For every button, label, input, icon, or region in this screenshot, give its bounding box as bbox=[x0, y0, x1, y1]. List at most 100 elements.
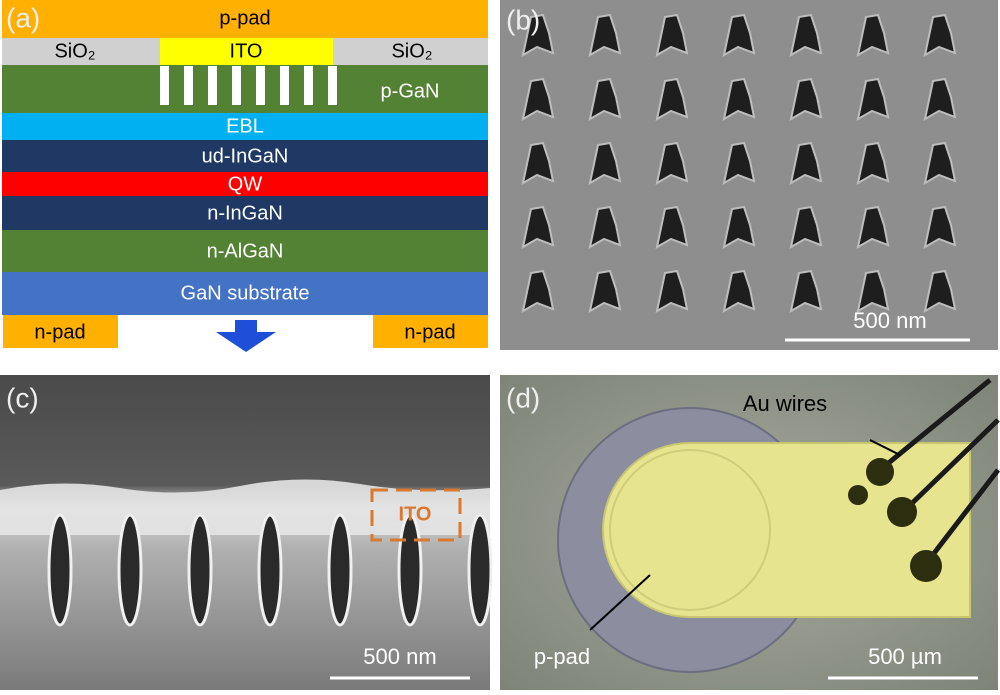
hole bbox=[655, 269, 689, 313]
ito-band bbox=[0, 479, 490, 535]
ud-ingan-layer bbox=[2, 140, 488, 172]
ito-layer bbox=[160, 38, 333, 65]
stripe bbox=[280, 66, 289, 105]
pillar bbox=[257, 513, 283, 627]
pad-circle bbox=[609, 449, 771, 611]
hole bbox=[923, 205, 957, 249]
layer-label: GaN substrate bbox=[181, 282, 310, 304]
hole bbox=[789, 141, 823, 185]
stripe bbox=[328, 66, 337, 105]
layer-label: p-pad bbox=[219, 7, 270, 29]
hole bbox=[588, 269, 622, 313]
layer-label: n-InGaN bbox=[207, 202, 283, 224]
ebl-layer bbox=[2, 113, 488, 140]
pillar bbox=[47, 513, 73, 627]
layer-label: ud-InGaN bbox=[202, 145, 289, 167]
hole bbox=[856, 269, 890, 313]
hole bbox=[588, 13, 622, 57]
qw-layer bbox=[2, 172, 488, 196]
pillar bbox=[327, 513, 353, 627]
bond bbox=[887, 497, 917, 527]
holes bbox=[521, 13, 957, 313]
layer-label: ITO bbox=[230, 40, 263, 62]
scale-label: 500 nm bbox=[853, 308, 926, 333]
hole bbox=[521, 205, 555, 249]
layer-label: SiO₂ bbox=[54, 40, 95, 62]
light-arrow bbox=[216, 320, 276, 352]
hole bbox=[856, 77, 890, 121]
hole bbox=[856, 205, 890, 249]
hole bbox=[789, 13, 823, 57]
scale-label: 500 µm bbox=[868, 644, 942, 669]
n-pad-layer bbox=[3, 315, 118, 348]
layer-label: n-pad bbox=[404, 321, 455, 343]
p-pad-layer bbox=[2, 0, 488, 38]
hole bbox=[722, 141, 756, 185]
layer-label: n-pad bbox=[34, 321, 85, 343]
panel-b: (b) 500 nm bbox=[500, 0, 998, 350]
hole bbox=[655, 205, 689, 249]
hole bbox=[722, 77, 756, 121]
panel-label: (d) bbox=[506, 382, 540, 413]
layer-label: p-GaN bbox=[381, 80, 440, 102]
layer-label: SiO₂ bbox=[391, 40, 432, 62]
bond bbox=[910, 550, 942, 582]
hole bbox=[588, 205, 622, 249]
n-ingan-layer bbox=[2, 196, 488, 230]
layer-label: QW bbox=[228, 173, 263, 195]
hole bbox=[722, 13, 756, 57]
hole bbox=[923, 13, 957, 57]
layer-label: EBL bbox=[226, 115, 264, 137]
bond bbox=[866, 458, 894, 486]
substrate-layer bbox=[2, 272, 488, 315]
pillar bbox=[397, 513, 423, 627]
n-algan-layer bbox=[2, 230, 488, 272]
hole bbox=[923, 77, 957, 121]
hole bbox=[789, 269, 823, 313]
hole bbox=[856, 13, 890, 57]
pillars bbox=[47, 513, 493, 627]
yellow-pad bbox=[602, 442, 971, 618]
hole bbox=[521, 269, 555, 313]
pillar bbox=[467, 513, 493, 627]
annotation: ITO bbox=[399, 503, 432, 525]
arrow bbox=[869, 439, 901, 456]
panel-label: (c) bbox=[6, 382, 39, 413]
ito-box bbox=[370, 488, 462, 542]
hole bbox=[655, 141, 689, 185]
hole bbox=[588, 77, 622, 121]
hole bbox=[722, 205, 756, 249]
arrow bbox=[589, 574, 651, 631]
panel-a: (a) p-pad SiO₂ ITO SiO₂ p-GaN EBL ud-InG… bbox=[2, 0, 488, 352]
p-gan-layer bbox=[2, 65, 488, 113]
stripe bbox=[256, 66, 265, 105]
hole bbox=[655, 13, 689, 57]
stripe bbox=[160, 66, 169, 105]
stripe bbox=[232, 66, 241, 105]
annotation: Au wires bbox=[743, 391, 827, 416]
panel-c: (c) ITO 500 nm bbox=[0, 375, 493, 690]
hole bbox=[521, 77, 555, 121]
hole bbox=[789, 77, 823, 121]
stripes bbox=[160, 66, 337, 105]
pillar bbox=[187, 513, 213, 627]
hole bbox=[722, 269, 756, 313]
layer-label: n-AlGaN bbox=[207, 240, 284, 262]
hole bbox=[923, 269, 957, 313]
bond bbox=[848, 485, 868, 505]
scale-label: 500 nm bbox=[363, 644, 436, 669]
panel-label: (a) bbox=[6, 2, 40, 33]
annotation: p-pad bbox=[534, 644, 590, 669]
stripe bbox=[208, 66, 217, 105]
hole bbox=[521, 141, 555, 185]
hole bbox=[856, 141, 890, 185]
hole bbox=[655, 77, 689, 121]
wire bbox=[903, 418, 1000, 512]
hole bbox=[588, 141, 622, 185]
panel-d: (d) Au wires p-pad 500 µm bbox=[500, 375, 1000, 690]
panel-label: (b) bbox=[506, 4, 540, 35]
stripe bbox=[184, 66, 193, 105]
bond-balls bbox=[848, 458, 942, 582]
pillar bbox=[117, 513, 143, 627]
